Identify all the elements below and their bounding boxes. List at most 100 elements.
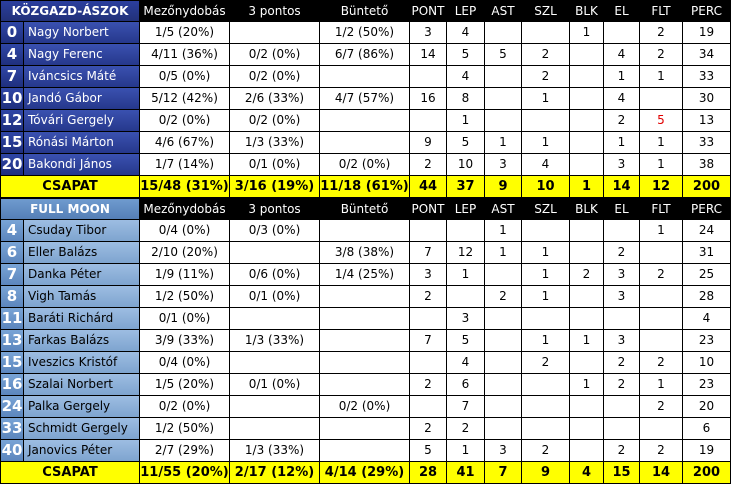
stat-pont-col: 7 <box>410 330 447 352</box>
total-el-col: 15 <box>604 462 640 484</box>
stat-three-col: 0/3 (0%) <box>230 220 320 242</box>
stat-flt-col: 2 <box>640 440 683 462</box>
stat-ast-col: 5 <box>485 44 522 66</box>
stat-el-col: 2 <box>604 440 640 462</box>
player-name: Farkas Balázs <box>24 330 140 352</box>
stat-fg-col: 5/12 (42%) <box>140 88 230 110</box>
stat-szl-col: 4 <box>522 154 570 176</box>
stat-three-col <box>230 308 320 330</box>
stat-flt-col <box>640 286 683 308</box>
stat-three-col: 1/3 (33%) <box>230 132 320 154</box>
stat-fg-col: 4/11 (36%) <box>140 44 230 66</box>
stat-ft-col: 4/7 (57%) <box>320 88 410 110</box>
stat-blk-col <box>570 286 604 308</box>
stat-lep-col: 4 <box>447 22 485 44</box>
column-header-fg-col: Mezőnydobás <box>140 198 230 220</box>
stat-fg-col: 0/5 (0%) <box>140 66 230 88</box>
stat-ft-col: 1/2 (50%) <box>320 22 410 44</box>
player-number: 15 <box>0 352 24 374</box>
total-fg-col: 11/55 (20%) <box>140 462 230 484</box>
stat-el-col <box>604 418 640 440</box>
column-header-lep-col: LEP <box>447 198 485 220</box>
total-three-col: 3/16 (19%) <box>230 176 320 198</box>
player-number: 7 <box>0 264 24 286</box>
stat-perc-col: 25 <box>683 264 731 286</box>
stat-perc-col: 30 <box>683 88 731 110</box>
stat-three-col <box>230 242 320 264</box>
column-header-el-col: EL <box>604 198 640 220</box>
stat-el-col: 2 <box>604 374 640 396</box>
stat-el-col: 3 <box>604 286 640 308</box>
stat-fg-col: 1/5 (20%) <box>140 374 230 396</box>
stat-fg-col: 2/7 (29%) <box>140 440 230 462</box>
stat-fg-col: 0/4 (0%) <box>140 352 230 374</box>
player-row: 10 Jandó Gábor 5/12 (42%) 2/6 (33%) 4/7 (57%… <box>0 88 731 110</box>
stat-pont-col: 3 <box>410 264 447 286</box>
stat-flt-col: 1 <box>640 132 683 154</box>
stat-ast-col <box>485 396 522 418</box>
stat-el-col: 3 <box>604 264 640 286</box>
stat-lep-col: 3 <box>447 308 485 330</box>
stat-lep-col <box>447 220 485 242</box>
column-header-ast-col: AST <box>485 198 522 220</box>
stat-blk-col: 2 <box>570 264 604 286</box>
stat-ft-col <box>320 132 410 154</box>
stat-three-col: 0/6 (0%) <box>230 264 320 286</box>
player-row: 12 Tóvári Gergely 0/2 (0%) 0/2 (0%) 1 2 5 13 <box>0 110 731 132</box>
stat-blk-col <box>570 440 604 462</box>
stat-ast-col: 1 <box>485 220 522 242</box>
player-name: Vigh Tamás <box>24 286 140 308</box>
total-szl-col: 9 <box>522 462 570 484</box>
total-szl-col: 10 <box>522 176 570 198</box>
stat-perc-col: 4 <box>683 308 731 330</box>
stat-perc-col: 28 <box>683 286 731 308</box>
column-header-blk-col: BLK <box>570 0 604 22</box>
stat-three-col: 0/1 (0%) <box>230 374 320 396</box>
stat-szl-col <box>522 374 570 396</box>
stat-blk-col <box>570 352 604 374</box>
player-row: 11 Baráti Richárd 0/1 (0%) 3 4 <box>0 308 731 330</box>
total-label: CSAPAT <box>0 176 140 198</box>
column-header-flt-col: FLT <box>640 198 683 220</box>
player-name: Nagy Ferenc <box>24 44 140 66</box>
stat-lep-col: 8 <box>447 88 485 110</box>
stat-lep-col: 4 <box>447 66 485 88</box>
stat-perc-col: 20 <box>683 396 731 418</box>
player-name: Palka Gergely <box>24 396 140 418</box>
stat-fg-col: 1/9 (11%) <box>140 264 230 286</box>
stat-pont-col: 2 <box>410 418 447 440</box>
stat-ft-col <box>320 110 410 132</box>
player-name: Schmidt Gergely <box>24 418 140 440</box>
player-row: 4 Nagy Ferenc 4/11 (36%) 0/2 (0%) 6/7 (86%) 1… <box>0 44 731 66</box>
stat-perc-col: 13 <box>683 110 731 132</box>
stat-szl-col <box>522 220 570 242</box>
stat-el-col: 2 <box>604 110 640 132</box>
stat-lep-col: 12 <box>447 242 485 264</box>
stat-blk-col: 1 <box>570 374 604 396</box>
total-lep-col: 37 <box>447 176 485 198</box>
player-name: Jandó Gábor <box>24 88 140 110</box>
stat-perc-col: 38 <box>683 154 731 176</box>
stat-ft-col: 0/2 (0%) <box>320 154 410 176</box>
player-number: 8 <box>0 286 24 308</box>
stat-flt-col <box>640 88 683 110</box>
stat-szl-col: 1 <box>522 242 570 264</box>
player-row: 0 Nagy Norbert 1/5 (20%) 1/2 (50%) 3 4 1 2 19 <box>0 22 731 44</box>
column-header-pont-col: PONT <box>410 0 447 22</box>
player-number: 12 <box>0 110 24 132</box>
stat-ast-col <box>485 308 522 330</box>
total-label: CSAPAT <box>0 462 140 484</box>
total-flt-col: 14 <box>640 462 683 484</box>
stat-lep-col: 1 <box>447 110 485 132</box>
stat-blk-col <box>570 110 604 132</box>
player-number: 16 <box>0 374 24 396</box>
player-number: 13 <box>0 330 24 352</box>
stat-lep-col: 2 <box>447 418 485 440</box>
stat-lep-col: 6 <box>447 374 485 396</box>
stat-flt-col: 2 <box>640 352 683 374</box>
team-total-row: CSAPAT 11/55 (20%) 2/17 (12%) 4/14 (29%) 28 4… <box>0 462 731 484</box>
stat-perc-col: 10 <box>683 352 731 374</box>
stat-ast-col: 2 <box>485 286 522 308</box>
stat-ft-col <box>320 308 410 330</box>
player-number: 40 <box>0 440 24 462</box>
